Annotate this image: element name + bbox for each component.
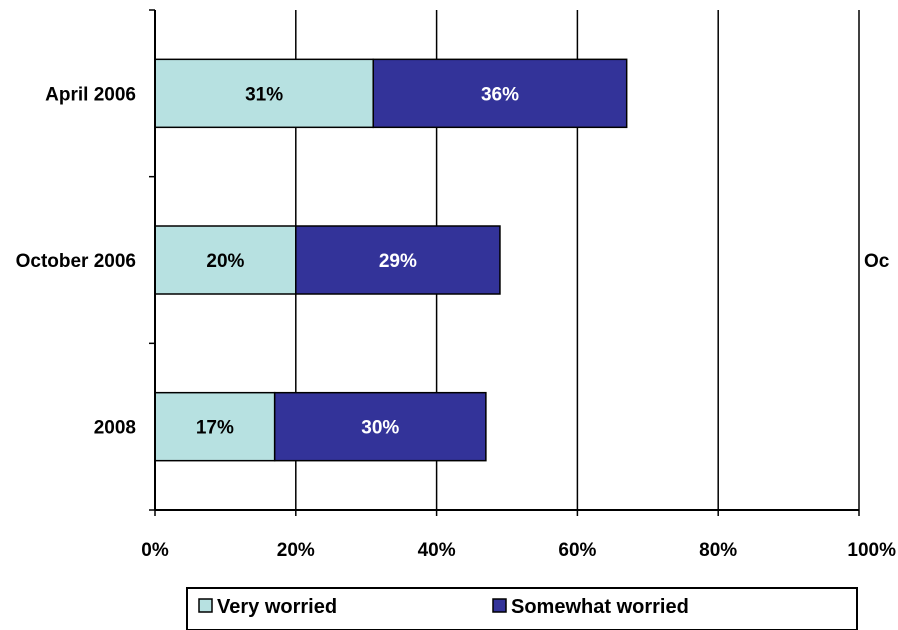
- data-labels: 31% 36% 20% 29% 17% 30%: [196, 84, 519, 438]
- data-label-somewhat-worried-2008: 30%: [361, 418, 399, 439]
- x-tick-label-100: 100%: [847, 540, 896, 561]
- x-tick-label-40: 40%: [418, 540, 456, 561]
- right-edge-label: Oc: [864, 251, 890, 272]
- bar-very-worried-october-2006: [154, 225, 297, 295]
- category-label-october-2006: October 2006: [16, 251, 136, 272]
- axes: [149, 9, 860, 516]
- bars: [154, 58, 628, 462]
- x-tick-labels: 0% 20% 40% 60% 80% 100%: [141, 540, 896, 561]
- x-tick-label-80: 80%: [699, 540, 737, 561]
- legend-swatch-somewhat-worried: [492, 598, 507, 613]
- legend: Very worried Somewhat worried: [186, 587, 858, 630]
- data-label-somewhat-worried-april-2006: 36%: [481, 84, 519, 105]
- bar-somewhat-worried-2008: [273, 391, 487, 462]
- data-label-very-worried-april-2006: 31%: [245, 84, 283, 105]
- legend-label-very-worried: Very worried: [217, 596, 337, 618]
- data-label-very-worried-2008: 17%: [196, 418, 234, 439]
- legend-box: [186, 587, 858, 630]
- x-tick-label-20: 20%: [277, 540, 315, 561]
- legend-swatch-very-worried: [198, 598, 213, 613]
- data-label-very-worried-october-2006: 20%: [206, 251, 244, 272]
- bar-somewhat-worried-april-2006: [372, 58, 628, 129]
- bar-very-worried-2008: [154, 391, 276, 462]
- x-tick-label-60: 60%: [558, 540, 596, 561]
- data-label-somewhat-worried-october-2006: 29%: [379, 251, 417, 272]
- x-tick-label-0: 0%: [141, 540, 169, 561]
- category-label-april-2006: April 2006: [45, 84, 136, 105]
- category-labels: April 2006 October 2006 2008: [16, 84, 136, 438]
- legend-label-somewhat-worried: Somewhat worried: [511, 596, 689, 618]
- category-label-2008: 2008: [94, 418, 136, 439]
- bar-somewhat-worried-october-2006: [295, 225, 501, 295]
- bar-very-worried-april-2006: [154, 58, 374, 129]
